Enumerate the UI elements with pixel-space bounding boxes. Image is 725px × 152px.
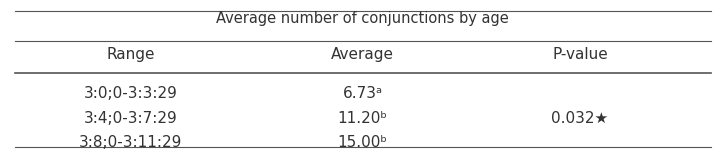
Text: Range: Range xyxy=(107,47,154,62)
Text: 3:4;0-3:7:29: 3:4;0-3:7:29 xyxy=(83,111,178,126)
Text: 0.032★: 0.032★ xyxy=(552,111,608,126)
Text: P-value: P-value xyxy=(552,47,608,62)
Text: Average: Average xyxy=(331,47,394,62)
Text: 3:0;0-3:3:29: 3:0;0-3:3:29 xyxy=(83,86,178,101)
Text: 6.73ᵃ: 6.73ᵃ xyxy=(342,86,383,101)
Text: 11.20ᵇ: 11.20ᵇ xyxy=(338,111,387,126)
Text: Average number of conjunctions by age: Average number of conjunctions by age xyxy=(216,11,509,26)
Text: 15.00ᵇ: 15.00ᵇ xyxy=(338,135,387,150)
Text: 3:8;0-3:11:29: 3:8;0-3:11:29 xyxy=(79,135,182,150)
